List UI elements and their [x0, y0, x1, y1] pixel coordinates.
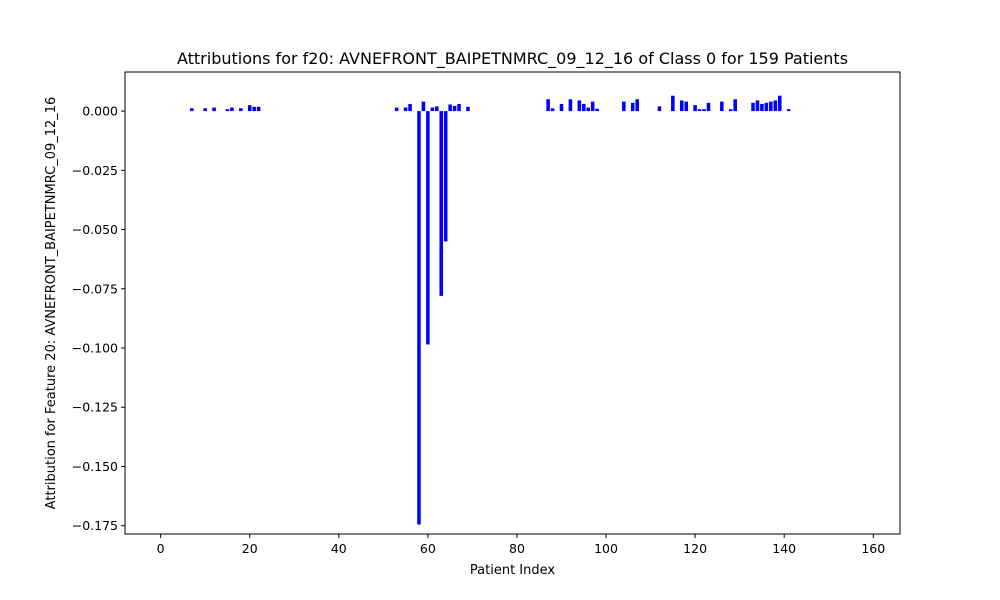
bar [212, 107, 216, 112]
bar [457, 103, 461, 112]
y-tick-label: −0.175 [72, 518, 118, 533]
x-tick-label: 60 [420, 541, 436, 556]
bar [702, 109, 706, 112]
bar [430, 107, 435, 112]
y-tick-label: 0.000 [82, 104, 118, 119]
x-axis-label: Patient Index [470, 563, 555, 578]
bar [635, 99, 639, 112]
bar [693, 105, 697, 112]
bar [394, 107, 399, 112]
bar [256, 106, 261, 112]
chart-title: Attributions for f20: AVNEFRONT_BAIPETNM… [177, 49, 848, 69]
bar [760, 103, 764, 112]
bar [773, 100, 778, 112]
x-tick-label: 140 [772, 541, 796, 556]
bar [657, 106, 662, 112]
bar [443, 111, 448, 242]
bar [630, 102, 635, 112]
bar [581, 103, 586, 112]
bar [679, 100, 684, 112]
bar [225, 109, 230, 112]
bar [786, 109, 791, 112]
bar [728, 109, 733, 112]
y-tick-label: −0.025 [72, 163, 118, 178]
y-axis-label: Attribution for Feature 20: AVNEFRONT_BA… [44, 97, 59, 510]
x-tick-label: 80 [509, 541, 525, 556]
x-tick-label: 40 [331, 541, 347, 556]
bar [230, 107, 234, 112]
bars-group [190, 95, 791, 525]
x-tick-label: 160 [861, 541, 885, 556]
y-tick-label: −0.100 [72, 341, 118, 356]
bar [435, 106, 439, 112]
x-tick-label: 20 [242, 541, 258, 556]
bar [466, 106, 470, 112]
bar [764, 102, 769, 112]
bar [769, 101, 773, 112]
bar [777, 95, 782, 112]
bar [720, 101, 724, 112]
bar [439, 111, 444, 296]
bar [408, 103, 412, 112]
y-axis: 0.000 −0.025 −0.050 −0.075 −0.100 −0.125 −0.15… [72, 104, 125, 533]
y-tick-label: −0.050 [72, 222, 118, 237]
bar [568, 99, 573, 112]
bar [697, 109, 702, 112]
bar [452, 105, 457, 112]
bar [577, 100, 582, 112]
bar [622, 101, 626, 112]
bar [733, 99, 737, 112]
bar [751, 102, 755, 112]
bar [550, 108, 555, 112]
bar [684, 101, 688, 112]
bar [190, 108, 194, 112]
bar [595, 108, 599, 112]
bar [546, 99, 550, 112]
y-tick-label: −0.150 [72, 459, 118, 474]
bar [755, 100, 760, 112]
bar [403, 107, 408, 112]
x-tick-label: 0 [157, 541, 165, 556]
bar [247, 105, 252, 112]
plot-frame [124, 71, 901, 535]
bar [586, 107, 590, 112]
bar [203, 108, 207, 112]
bar [590, 101, 595, 112]
bar [426, 111, 430, 345]
bar [252, 106, 256, 112]
x-axis: 0 20 40 60 80 100 120 140 160 [157, 534, 885, 556]
bar [671, 95, 675, 112]
y-tick-label: −0.075 [72, 281, 118, 296]
x-tick-label: 100 [594, 541, 618, 556]
bar [559, 103, 564, 112]
y-tick-label: −0.125 [72, 400, 118, 415]
bar [706, 102, 711, 112]
bar [421, 101, 426, 112]
bar [417, 111, 421, 525]
x-tick-label: 120 [683, 541, 707, 556]
bar [239, 108, 243, 112]
bar [448, 104, 452, 112]
